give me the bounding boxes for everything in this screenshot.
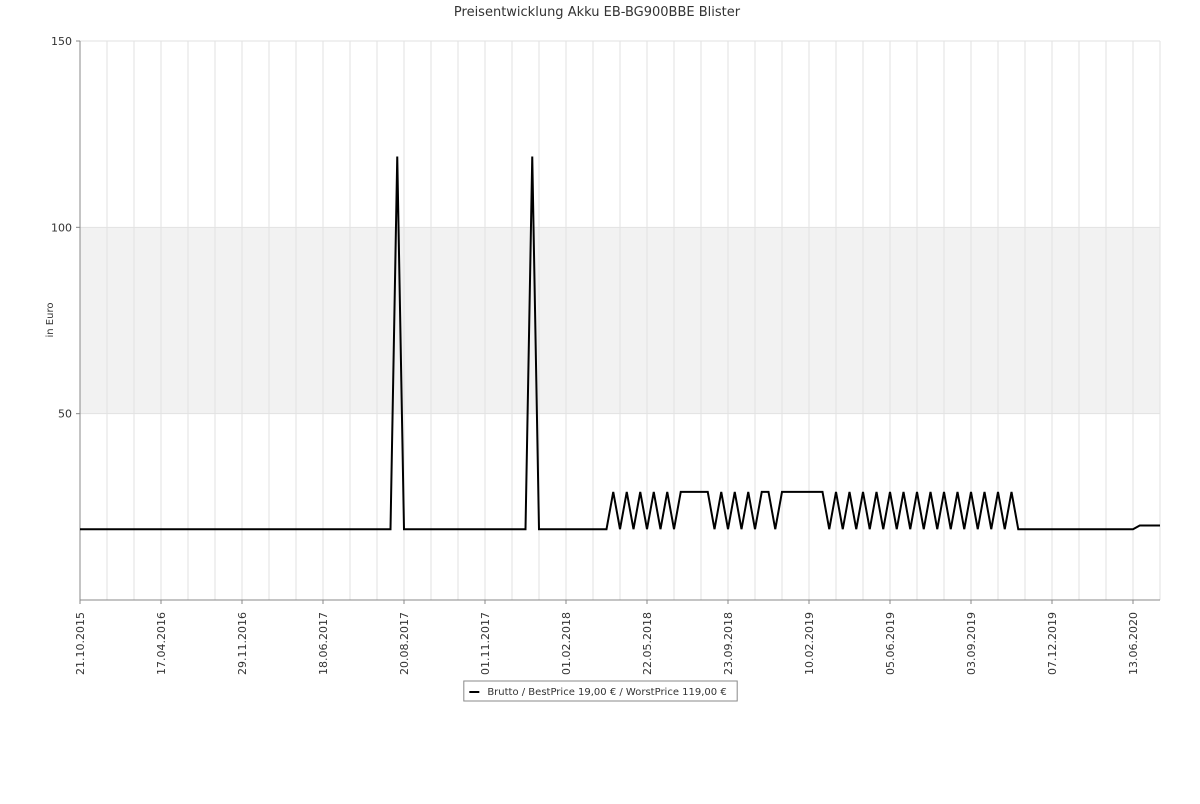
y-tick-label: 100 <box>51 221 72 234</box>
x-tick-label: 29.11.2016 <box>236 612 249 675</box>
x-tick-label: 10.02.2019 <box>803 612 816 675</box>
x-tick-label: 05.06.2019 <box>884 612 897 675</box>
legend-label: Brutto / BestPrice 19,00 € / WorstPrice … <box>487 687 726 698</box>
data-line <box>80 156 1160 531</box>
y-tick-label: 50 <box>58 408 72 421</box>
y-tick-label: 150 <box>51 35 72 48</box>
x-tick-label: 07.12.2019 <box>1046 612 1059 675</box>
legend: Brutto / BestPrice 19,00 € / WorstPrice … <box>463 680 738 702</box>
x-tick-label: 03.09.2019 <box>965 612 978 675</box>
y-axis-label: in Euro <box>45 303 56 338</box>
legend-box <box>463 680 738 702</box>
x-tick-label: 22.05.2018 <box>641 612 654 675</box>
chart-title: Preisentwicklung Akku EB-BG900BBE Bliste… <box>454 5 741 20</box>
x-tick-label: 01.11.2017 <box>479 612 492 675</box>
x-tick-label: 01.02.2018 <box>560 612 573 675</box>
x-tick-label: 18.06.2017 <box>317 612 330 675</box>
x-tick-label: 17.04.2016 <box>155 612 168 675</box>
x-tick-label: 13.06.2020 <box>1127 612 1140 675</box>
x-tick-label: 23.09.2018 <box>722 612 735 675</box>
x-tick-label: 21.10.2015 <box>74 612 87 675</box>
x-tick-label: 20.08.2017 <box>398 612 411 675</box>
